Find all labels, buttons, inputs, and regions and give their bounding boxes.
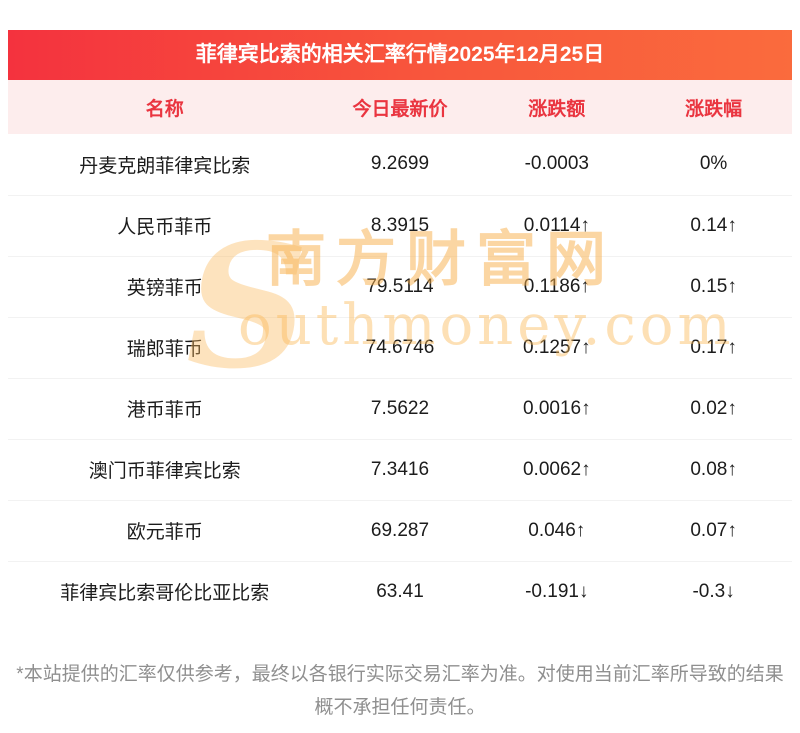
price-cell: 79.5114 (321, 255, 479, 317)
pair-name-cell: 瑞郎菲币 (8, 316, 322, 378)
page-title: 菲律宾比索的相关汇率行情2025年12月25日 (8, 30, 792, 80)
pct-cell: 0.17↑ (635, 316, 792, 378)
change-cell: -0.191↓ (478, 560, 636, 622)
header-change: 涨跌额 (478, 80, 636, 134)
header-pct: 涨跌幅 (635, 80, 792, 134)
pair-name-cell: 菲律宾比索哥伦比亚比索 (8, 560, 322, 622)
rates-table: 名称 今日最新价 涨跌额 涨跌幅 丹麦克朗菲律宾比索 9.2699 -0.000… (8, 80, 792, 622)
disclaimer-text: *本站提供的汇率仅供参考，最终以各银行实际交易汇率为准。对使用当前汇率所导致的结… (16, 664, 784, 719)
price-cell: 69.287 (321, 499, 479, 561)
pct-cell: -0.3↓ (635, 560, 792, 622)
change-cell: 0.1186↑ (478, 255, 636, 317)
pair-name-cell: 英镑菲币 (8, 255, 322, 317)
price-cell: 9.2699 (321, 134, 479, 195)
table-row: 丹麦克朗菲律宾比索 9.2699 -0.0003 0% (8, 134, 792, 195)
table-row: 澳门币菲律宾比索 7.3416 0.0062↑ 0.08↑ (8, 438, 792, 500)
pair-name-cell: 澳门币菲律宾比索 (8, 438, 322, 500)
price-cell: 8.3915 (321, 194, 479, 256)
price-cell: 7.5622 (321, 377, 479, 439)
pct-cell: 0.15↑ (635, 255, 792, 317)
table-row: 人民币菲币 8.3915 0.0114↑ 0.14↑ (8, 194, 792, 256)
change-cell: 0.0114↑ (478, 194, 636, 256)
pct-cell: 0.14↑ (635, 194, 792, 256)
pct-cell: 0.02↑ (635, 377, 792, 439)
header-price: 今日最新价 (321, 80, 479, 134)
header-name: 名称 (8, 80, 322, 134)
table-row: 港币菲币 7.5622 0.0016↑ 0.02↑ (8, 377, 792, 439)
pct-cell: 0.08↑ (635, 438, 792, 500)
change-cell: 0.046↑ (478, 499, 636, 561)
table-row: 英镑菲币 79.5114 0.1186↑ 0.15↑ (8, 255, 792, 317)
table-row: 欧元菲币 69.287 0.046↑ 0.07↑ (8, 499, 792, 561)
change-cell: 0.1257↑ (478, 316, 636, 378)
price-cell: 74.6746 (321, 316, 479, 378)
change-cell: -0.0003 (478, 134, 636, 195)
pct-cell: 0.07↑ (635, 499, 792, 561)
rates-table-wrap: 名称 今日最新价 涨跌额 涨跌幅 丹麦克朗菲律宾比索 9.2699 -0.000… (8, 80, 792, 622)
pair-name-cell: 欧元菲币 (8, 499, 322, 561)
price-cell: 7.3416 (321, 438, 479, 500)
table-header-row: 名称 今日最新价 涨跌额 涨跌幅 (8, 80, 792, 134)
pct-cell: 0% (635, 134, 792, 195)
pair-name-cell: 人民币菲币 (8, 194, 322, 256)
table-row: 瑞郎菲币 74.6746 0.1257↑ 0.17↑ (8, 316, 792, 378)
pair-name-cell: 港币菲币 (8, 377, 322, 439)
pair-name-cell: 丹麦克朗菲律宾比索 (8, 134, 322, 195)
change-cell: 0.0062↑ (478, 438, 636, 500)
price-cell: 63.41 (321, 560, 479, 622)
change-cell: 0.0016↑ (478, 377, 636, 439)
table-row: 菲律宾比索哥伦比亚比索 63.41 -0.191↓ -0.3↓ (8, 560, 792, 622)
